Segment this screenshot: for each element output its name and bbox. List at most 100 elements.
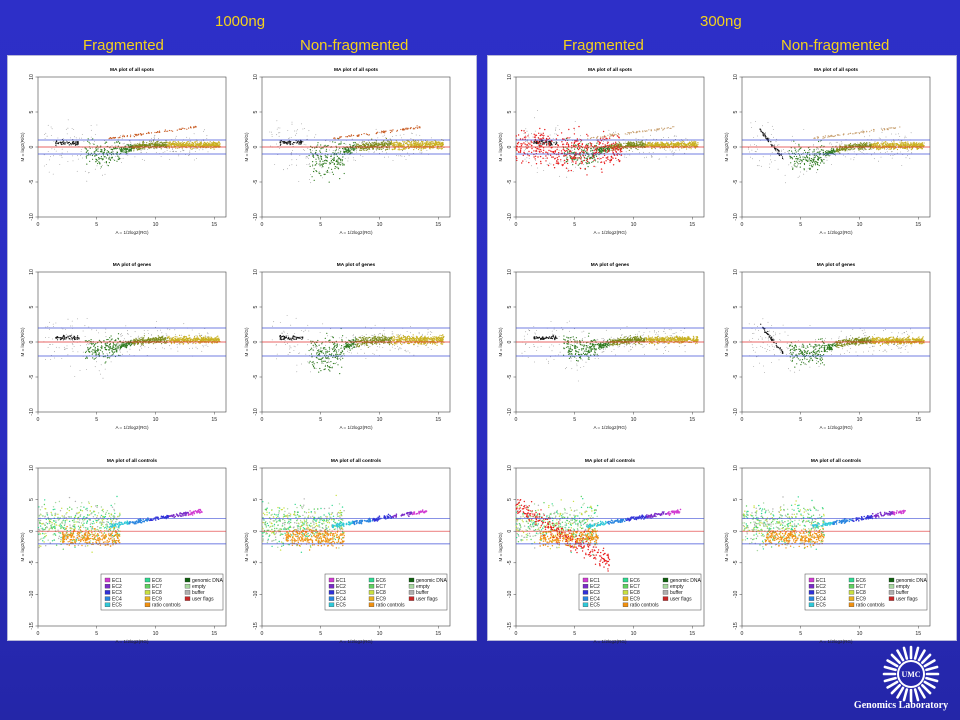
data-point bbox=[591, 161, 593, 163]
data-point bbox=[684, 142, 685, 143]
data-point bbox=[656, 143, 659, 145]
data-point bbox=[169, 159, 171, 160]
data-point bbox=[77, 142, 79, 144]
data-point bbox=[178, 142, 180, 144]
data-point bbox=[400, 144, 402, 146]
data-point bbox=[203, 144, 205, 146]
data-point bbox=[817, 149, 819, 150]
data-point bbox=[149, 144, 151, 146]
data-point bbox=[352, 149, 354, 151]
data-point bbox=[133, 143, 135, 145]
data-point bbox=[320, 158, 323, 160]
data-point bbox=[332, 141, 334, 143]
data-point bbox=[366, 149, 368, 151]
data-point bbox=[180, 128, 183, 130]
data-point bbox=[428, 144, 430, 146]
data-point bbox=[85, 148, 87, 150]
data-point bbox=[117, 155, 119, 157]
data-point bbox=[165, 144, 168, 146]
data-point bbox=[177, 147, 179, 149]
data-point bbox=[643, 143, 646, 145]
data-point bbox=[642, 147, 644, 149]
data-point bbox=[567, 168, 569, 170]
data-point bbox=[92, 143, 94, 144]
data-point bbox=[415, 147, 418, 149]
data-point bbox=[588, 155, 590, 157]
data-point bbox=[572, 159, 574, 161]
data-point bbox=[613, 144, 616, 146]
data-point bbox=[382, 131, 384, 133]
data-point bbox=[594, 155, 596, 157]
data-point bbox=[807, 167, 809, 169]
data-point bbox=[365, 142, 367, 144]
data-point bbox=[770, 155, 771, 157]
data-point bbox=[672, 144, 674, 146]
data-point bbox=[419, 151, 421, 153]
data-point bbox=[332, 150, 334, 152]
data-point bbox=[212, 142, 214, 144]
data-point bbox=[682, 144, 684, 146]
data-point bbox=[398, 155, 400, 157]
data-point bbox=[606, 151, 609, 153]
data-point bbox=[378, 148, 380, 150]
data-point bbox=[584, 154, 587, 156]
data-point bbox=[353, 144, 355, 146]
data-point bbox=[55, 144, 57, 146]
data-point bbox=[673, 136, 675, 137]
data-point bbox=[206, 138, 208, 140]
data-point bbox=[602, 138, 604, 140]
data-point bbox=[380, 144, 382, 146]
data-point bbox=[595, 166, 597, 168]
data-point bbox=[590, 150, 592, 152]
data-point bbox=[383, 130, 385, 132]
data-point bbox=[579, 167, 582, 170]
data-point bbox=[535, 134, 538, 136]
data-point bbox=[298, 141, 300, 143]
data-point bbox=[420, 144, 422, 146]
data-point bbox=[368, 151, 370, 153]
data-point bbox=[603, 136, 605, 138]
data-point bbox=[545, 143, 548, 145]
data-point bbox=[172, 148, 174, 150]
data-point bbox=[417, 148, 420, 151]
data-point bbox=[105, 161, 107, 163]
data-point bbox=[104, 149, 106, 151]
data-point bbox=[179, 128, 181, 130]
data-point bbox=[210, 142, 212, 144]
data-point bbox=[788, 151, 789, 153]
data-point bbox=[343, 149, 344, 151]
data-point bbox=[128, 145, 130, 147]
data-point bbox=[352, 142, 355, 144]
data-point bbox=[45, 132, 47, 134]
data-point bbox=[314, 147, 316, 149]
y-axis-label: M = log2(R/G) bbox=[20, 132, 25, 161]
data-point bbox=[840, 143, 842, 145]
data-point bbox=[524, 141, 526, 143]
data-point bbox=[90, 136, 92, 138]
data-point bbox=[175, 147, 177, 149]
data-point bbox=[829, 142, 831, 144]
data-point bbox=[104, 142, 106, 144]
data-point bbox=[413, 149, 415, 151]
data-point bbox=[199, 144, 201, 146]
data-point bbox=[206, 147, 208, 149]
data-point bbox=[387, 145, 389, 147]
data-point bbox=[588, 161, 590, 163]
data-point bbox=[118, 148, 120, 150]
data-point bbox=[567, 171, 569, 173]
data-point bbox=[429, 144, 431, 146]
data-point bbox=[77, 141, 79, 143]
data-point bbox=[677, 142, 680, 145]
data-point bbox=[107, 165, 109, 167]
data-point bbox=[667, 143, 669, 145]
data-point bbox=[625, 151, 627, 153]
data-point bbox=[385, 137, 387, 139]
data-point bbox=[422, 141, 424, 143]
data-point bbox=[154, 135, 155, 137]
data-point bbox=[322, 166, 324, 168]
data-point bbox=[274, 164, 276, 165]
data-point bbox=[49, 159, 50, 161]
data-point bbox=[155, 143, 157, 145]
data-point bbox=[99, 163, 101, 165]
data-point bbox=[567, 145, 570, 147]
